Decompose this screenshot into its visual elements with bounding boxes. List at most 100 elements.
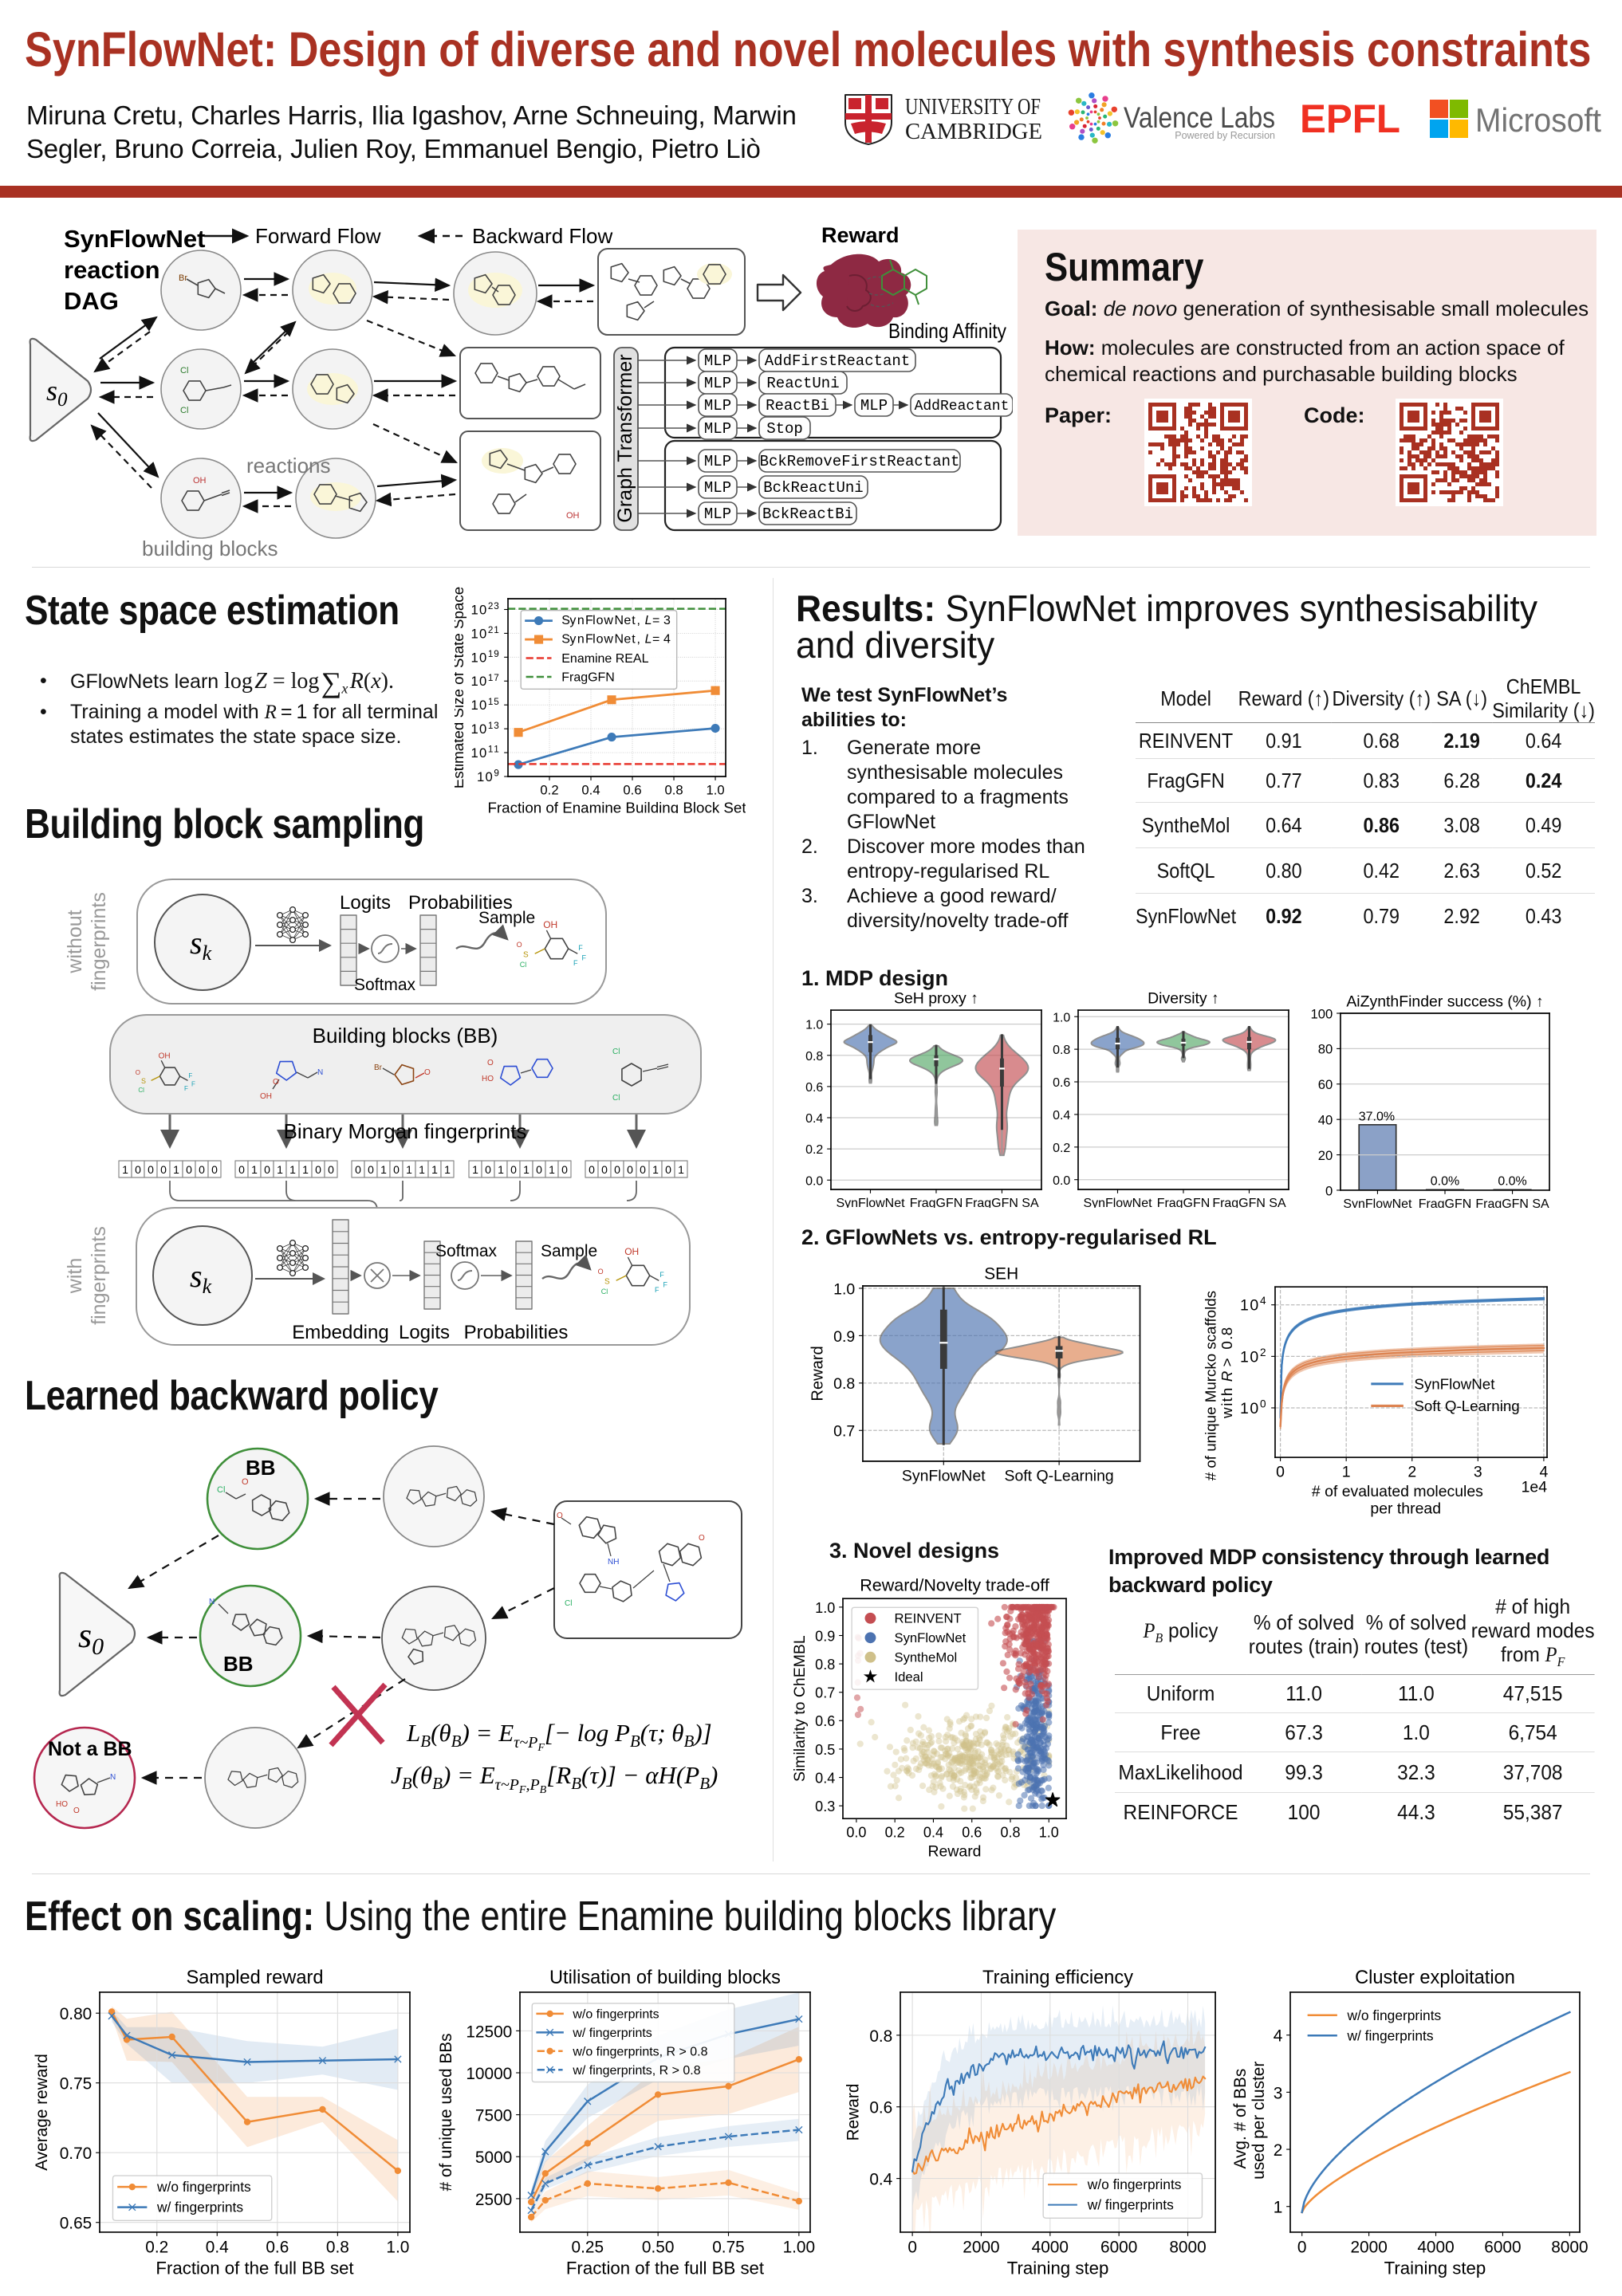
svg-text:Logits: Logits (399, 1322, 450, 1343)
svg-text:Building blocks (BB): Building blocks (BB) (313, 1024, 498, 1048)
svg-text:Probabilities: Probabilities (464, 1322, 569, 1343)
svg-text:JB(θB) = Eτ~PF,PB[RB(τ)] − αH(: JB(θB) = Eτ~PF,PB[RB(τ)] − αH(PB) (391, 1761, 718, 1796)
svg-text:0: 0 (315, 1163, 321, 1176)
svg-text:8000: 8000 (1551, 2239, 1588, 2257)
svg-text:MLP: MLP (704, 479, 731, 497)
svg-text:Cluster exploitation: Cluster exploitation (1355, 1968, 1515, 1988)
svg-text:1 0 2: 1 0 2 (1240, 1346, 1266, 1366)
svg-text:Reward: Reward (821, 223, 900, 247)
svg-text:MLP: MLP (860, 397, 888, 415)
svg-text:FragGFN: FragGFN (1419, 1197, 1472, 1208)
svg-text:1: 1 (277, 1163, 283, 1176)
svg-text:BB: BB (246, 1456, 276, 1480)
svg-text:1e4: 1e4 (1522, 1479, 1548, 1496)
svg-text:0: 0 (614, 1163, 620, 1176)
svg-text:2500: 2500 (475, 2191, 512, 2209)
svg-text:SyntheMol: SyntheMol (894, 1650, 957, 1665)
svg-text:AiZynthFinder success (%) ↑: AiZynthFinder success (%) ↑ (1346, 993, 1543, 1011)
svg-text:SeH proxy ↑: SeH proxy ↑ (894, 991, 978, 1008)
svg-text:0.2: 0.2 (1053, 1142, 1070, 1155)
svg-text:0.4: 0.4 (206, 2239, 229, 2257)
svg-text:Training step: Training step (1007, 2258, 1109, 2278)
svg-text:0: 0 (561, 1163, 568, 1176)
svg-text:0.0%: 0.0% (1431, 1174, 1459, 1188)
svg-text:AddFirstReactant: AddFirstReactant (765, 352, 910, 370)
svg-text:CAMBRIDGE: CAMBRIDGE (905, 119, 1042, 144)
svg-text:MLP: MLP (704, 352, 731, 370)
svg-text:w/o fingerprints: w/o fingerprints (1087, 2176, 1182, 2192)
svg-text:Br: Br (374, 1063, 383, 1072)
svg-text:1: 1 (406, 1163, 412, 1176)
svg-text:0: 0 (355, 1163, 361, 1176)
svg-text:per thread: per thread (1370, 1500, 1441, 1518)
svg-text:0.2: 0.2 (540, 782, 558, 797)
svg-text:4: 4 (1539, 1464, 1548, 1481)
svg-text:# of unique Murcko scaffolds: # of unique Murcko scaffolds (1203, 1291, 1219, 1480)
svg-text:Average reward: Average reward (33, 2054, 51, 2171)
svg-text:0.8: 0.8 (664, 782, 683, 797)
svg-text:Fraction of Enamine Building B: Fraction of Enamine Building Block Set (487, 800, 746, 813)
svg-text:2000: 2000 (1350, 2239, 1387, 2257)
svg-text:O: O (557, 1512, 563, 1520)
svg-text:7500: 7500 (475, 2107, 512, 2125)
svg-text:SynFlowNet: SynFlowNet (836, 1197, 905, 1208)
svg-text:1.0: 1.0 (706, 782, 724, 797)
svg-text:DAG: DAG (64, 287, 119, 315)
svg-text:S: S (604, 1278, 610, 1287)
svg-text:80: 80 (1318, 1042, 1333, 1057)
svg-text:Diversity ↑: Diversity ↑ (1148, 991, 1219, 1008)
svg-text:0: 0 (135, 1163, 141, 1176)
svg-text:1.0: 1.0 (1053, 1011, 1070, 1024)
svg-text:0.6: 0.6 (1053, 1076, 1070, 1090)
svg-text:1: 1 (678, 1163, 684, 1176)
svg-text:12500: 12500 (466, 2023, 512, 2041)
svg-text:1.0: 1.0 (1039, 1825, 1059, 1841)
svg-text:N: N (209, 1598, 215, 1606)
svg-text:w i t h: w i t h > 0 . 8 R (1216, 1323, 1236, 1419)
svg-text:0.8: 0.8 (326, 2239, 349, 2257)
svg-text:without: without (64, 910, 86, 973)
svg-text:Backward Flow: Backward Flow (472, 224, 612, 248)
svg-text:0.6: 0.6 (805, 1081, 823, 1095)
svg-text:0.2: 0.2 (805, 1143, 823, 1157)
svg-text:Reward: Reward (928, 1843, 982, 1860)
svg-text:Sample: Sample (541, 1242, 597, 1260)
svg-text:OH: OH (566, 511, 580, 521)
svg-text:MLP: MLP (704, 375, 731, 392)
svg-text:1.0: 1.0 (815, 1600, 835, 1616)
svg-text:SEH: SEH (984, 1265, 1018, 1284)
svg-text:O: O (598, 1268, 604, 1276)
svg-text:1: 1 (173, 1163, 179, 1176)
svg-text:Reward: Reward (845, 2084, 862, 2141)
svg-text:Reward: Reward (809, 1346, 827, 1401)
svg-text:0: 0 (510, 1163, 517, 1176)
svg-text:0: 0 (907, 2239, 917, 2257)
svg-text:w/ fingerprints, R > 0.8: w/ fingerprints, R > 0.8 (572, 2064, 700, 2078)
svg-text:0.5: 0.5 (815, 1742, 835, 1758)
svg-text:0.25: 0.25 (572, 2239, 604, 2257)
svg-text:0: 0 (211, 1163, 218, 1176)
svg-text:0.4: 0.4 (815, 1770, 835, 1786)
svg-text:Training efficiency: Training efficiency (982, 1968, 1133, 1988)
svg-text:3: 3 (1474, 1464, 1482, 1481)
svg-text:Training step: Training step (1384, 2258, 1486, 2278)
svg-text:0.4: 0.4 (581, 782, 600, 797)
svg-text:8000: 8000 (1169, 2239, 1206, 2257)
svg-text:0.9: 0.9 (815, 1628, 835, 1644)
svg-text:Logits: Logits (340, 892, 391, 914)
svg-text:Estimated Size of State Space: Estimated Size of State Space (455, 587, 467, 788)
svg-text:O: O (136, 1069, 140, 1076)
svg-text:Cl: Cl (612, 1048, 620, 1056)
svg-text:1: 1 (251, 1163, 258, 1176)
svg-text:UNIVERSITY OF: UNIVERSITY OF (905, 95, 1041, 120)
svg-text:BckRemoveFirstReactant: BckRemoveFirstReactant (760, 453, 960, 470)
svg-text:Graph Transformer: Graph Transformer (614, 354, 636, 522)
svg-text:1 0 2: 1 0 2 3 (470, 593, 498, 618)
svg-text:0: 0 (368, 1163, 374, 1176)
svg-text:0.80: 0.80 (60, 2005, 93, 2023)
svg-text:0.4: 0.4 (1053, 1109, 1070, 1122)
svg-text:1: 1 (523, 1163, 530, 1176)
svg-text:1: 1 (1274, 2199, 1283, 2217)
svg-text:w/ fingerprints: w/ fingerprints (1347, 2027, 1434, 2043)
svg-text:# of evaluated molecules: # of evaluated molecules (1312, 1483, 1483, 1500)
